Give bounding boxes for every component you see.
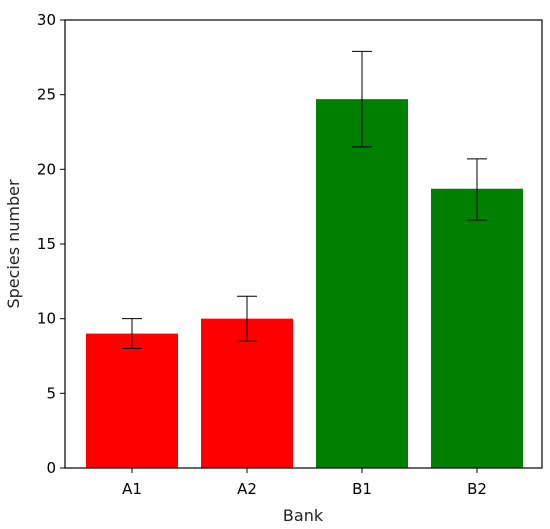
y-tick-label: 30: [37, 11, 56, 29]
bar-a1: [86, 333, 178, 468]
x-axis-label: Bank: [283, 506, 324, 525]
y-axis-label: Species number: [4, 179, 23, 309]
y-tick-label: 0: [46, 459, 56, 477]
error-bar-b2: [467, 158, 487, 221]
y-tick-label: 10: [37, 310, 56, 328]
x-tick-label-b1: B1: [352, 480, 372, 498]
y-tick-label: 5: [46, 384, 56, 402]
bar-b1: [316, 99, 408, 468]
plot-area: [64, 19, 543, 469]
y-tick-label: 15: [37, 235, 56, 253]
y-axis: 0 5 10 15 20 25 30: [37, 11, 65, 477]
y-tick-label: 25: [37, 86, 56, 104]
x-tick-label-a1: A1: [122, 480, 142, 498]
x-tick-label-b2: B2: [467, 480, 487, 498]
error-bar-a1: [122, 318, 142, 350]
errorbars-layer: [122, 50, 487, 350]
bar-a2: [201, 318, 293, 468]
x-tick-label-a2: A2: [237, 480, 257, 498]
x-axis: A1 A2 B1 B2: [122, 468, 487, 498]
bars-layer: [86, 99, 523, 468]
y-tick-label: 20: [37, 160, 56, 178]
error-bar-b1: [352, 50, 372, 148]
error-bar-a2: [237, 295, 257, 342]
bar-b2: [431, 188, 523, 468]
